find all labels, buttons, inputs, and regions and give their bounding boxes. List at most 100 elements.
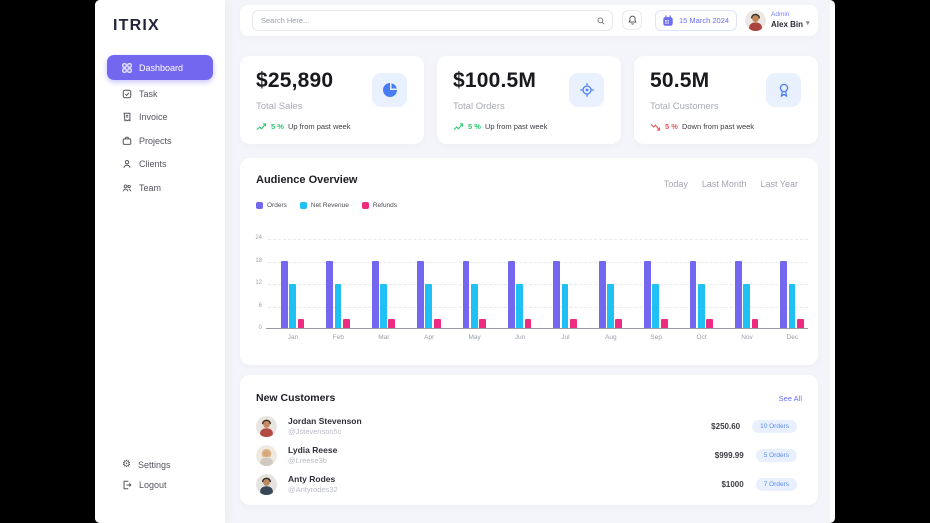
bar-group [780, 261, 804, 328]
tab-last-year[interactable]: Last Year [760, 179, 798, 189]
sidebar-item-team[interactable]: Team [107, 176, 213, 199]
sidebar-item-dashboard[interactable]: Dashboard [107, 55, 213, 80]
y-tick-label: 6 [258, 302, 262, 309]
bar-group [598, 261, 623, 328]
chart-plot [266, 239, 808, 329]
sidebar: ITRIX Dashboard Task Invoice Projects Cl… [95, 0, 225, 523]
customer-handle: @Lreese3b [288, 456, 327, 466]
bar-refunds [388, 318, 396, 328]
sidebar-item-logout[interactable]: Logout [107, 474, 213, 495]
logout-icon [123, 480, 132, 489]
sidebar-item-label: Projects [139, 135, 172, 146]
person-icon [123, 159, 131, 168]
orders-badge: 10 Orders [752, 420, 797, 433]
briefcase-icon [122, 136, 132, 145]
bar-net-revenue [561, 283, 569, 328]
legend-item-orders: Orders [256, 202, 287, 209]
bar-group [689, 261, 714, 328]
notifications-button[interactable] [622, 10, 642, 30]
bar-group [553, 261, 577, 328]
stat-trend: 5 % Up from past week [256, 122, 350, 131]
stat-card-total-orders: $100.5M Total Orders 5 % Up from past we… [437, 56, 621, 144]
bar-net-revenue [470, 283, 478, 328]
avatar [256, 416, 277, 437]
bar-refunds [706, 318, 713, 328]
sidebar-item-settings[interactable]: ⚙ Settings [107, 454, 213, 475]
bar-refunds [660, 318, 668, 328]
bar-net-revenue [425, 283, 433, 328]
sidebar-item-clients[interactable]: Clients [107, 153, 213, 176]
sidebar-item-task[interactable]: Task [107, 82, 213, 105]
top-bar: 15 March 2024 Admin Alex Bin ▾ [240, 5, 818, 36]
trend-text: Up from past week [287, 122, 351, 131]
user-menu[interactable]: Admin Alex Bin ▾ [745, 10, 810, 31]
bar-orders [644, 261, 651, 328]
tab-today[interactable]: Today [663, 179, 688, 189]
bar-orders [735, 261, 742, 328]
bar-net-revenue [743, 283, 751, 328]
bar-net-revenue [652, 283, 660, 328]
bar-orders [462, 261, 470, 328]
avatar [256, 445, 277, 466]
user-name: Alex Bin [771, 19, 804, 29]
bar-orders [780, 261, 788, 328]
section-title: New Customers [256, 392, 336, 404]
customer-name: Jordan Stevenson [288, 416, 362, 427]
trend-up-icon [256, 122, 267, 130]
bar-refunds [479, 318, 486, 328]
bar-orders [508, 261, 515, 328]
bar-refunds [796, 318, 804, 328]
bar-net-revenue [516, 283, 524, 328]
bar-net-revenue [697, 283, 705, 328]
stat-card-total-sales: $25,890 Total Sales 5 % Up from past wee… [240, 56, 424, 144]
tab-last-month[interactable]: Last Month [701, 179, 747, 189]
trend-text: Down from past week [681, 122, 755, 131]
calendar-icon [663, 14, 673, 26]
chart-y-axis: 24 18 12 6 0 [246, 158, 264, 365]
app-logo: ITRIX [113, 17, 160, 34]
x-tick-label: May [468, 334, 481, 341]
search-input[interactable] [253, 16, 597, 25]
y-tick-label: 0 [258, 325, 262, 331]
trend-percent: 5 % [468, 122, 481, 131]
search-icon[interactable] [597, 17, 612, 25]
x-tick-label: Jan [287, 334, 299, 341]
bar-group [281, 261, 305, 328]
bar-refunds [751, 318, 759, 328]
trend-text: Up from past week [484, 122, 548, 131]
y-tick-label: 24 [255, 235, 262, 241]
date-picker-button[interactable]: 15 March 2024 [655, 10, 737, 31]
legend-swatch [361, 202, 369, 209]
sidebar-item-projects[interactable]: Projects [107, 129, 213, 152]
see-all-link[interactable]: See All [778, 394, 802, 403]
bar-refunds [524, 318, 532, 328]
search-box[interactable] [252, 10, 613, 31]
customer-row[interactable]: Jordan Stevenson @Jstevenson5c $250.60 1… [256, 412, 797, 441]
stats-row: $25,890 Total Sales 5 % Up from past wee… [240, 56, 818, 144]
bar-orders [417, 261, 424, 328]
legend-item-net-revenue: Net Revenue [299, 202, 349, 209]
bar-refunds [297, 318, 305, 328]
bar-net-revenue [607, 283, 614, 328]
x-tick-label: Aug [605, 334, 617, 341]
pie-chart-icon [372, 73, 407, 107]
sidebar-item-label: Team [139, 182, 162, 193]
chart-legend: Orders Net Revenue Refunds [256, 202, 397, 209]
avatar [256, 474, 277, 495]
customer-amount: $999.99 [714, 451, 744, 460]
sidebar-item-invoice[interactable]: Invoice [107, 106, 213, 129]
customer-row[interactable]: Anty Rodes @Antyrodes32 $1000 7 Orders [256, 470, 797, 499]
stat-value: 50.5M [650, 69, 710, 92]
audience-overview-card: Audience Overview Today Last Month Last … [240, 158, 818, 365]
customer-amount: $250.60 [711, 422, 741, 431]
trend-percent: 5 % [665, 122, 678, 131]
bar-orders [326, 261, 334, 328]
bar-group [326, 261, 350, 328]
bar-net-revenue [788, 283, 796, 328]
y-tick-label: 18 [255, 257, 262, 264]
sidebar-item-label: Settings [137, 459, 171, 470]
bar-group [508, 261, 532, 328]
customer-row[interactable]: Lydia Reese @Lreese3b $999.99 5 Orders [256, 441, 797, 470]
trend-down-icon [650, 123, 661, 131]
trend-percent: 5 % [271, 122, 284, 131]
